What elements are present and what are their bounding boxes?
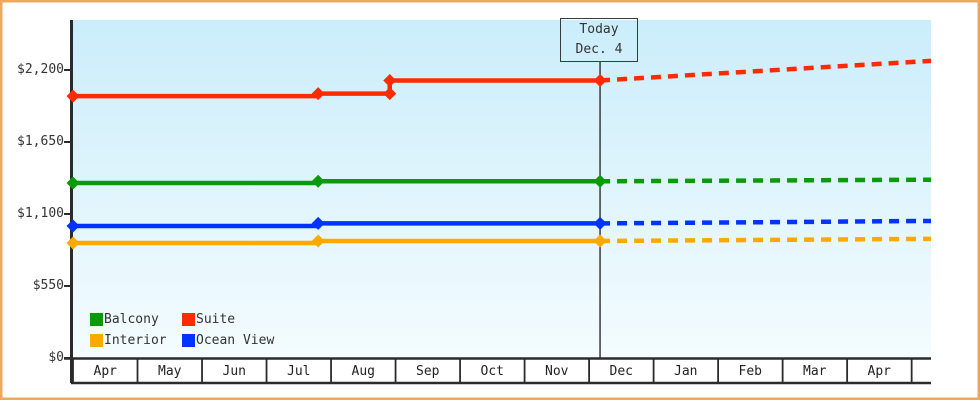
x-axis-month-label: Apr [93,363,117,379]
x-axis-month-strip: Apr May Jun Jul Aug Sep Oct Nov Dec Jan Feb Mar Apr [73,360,931,382]
legend: Balcony Suite Interior Ocean View [90,311,275,348]
series-forecast-line-suite [599,58,932,83]
series-forecast-line-ocean-view [600,218,932,226]
data-point-ocean-view[interactable] [593,216,607,230]
x-axis-month-label: Mar [803,363,827,379]
data-point-balcony[interactable] [66,176,80,190]
x-axis-month-label: Nov [545,363,569,379]
suite-swatch-icon [182,312,195,326]
x-axis-month-label: Jan [674,363,698,379]
legend-label: Balcony [104,311,159,327]
series-line-ocean-view [73,221,601,229]
ocean-view-swatch-icon [182,333,195,347]
data-point-suite[interactable] [311,87,325,101]
data-point-suite[interactable] [383,73,397,87]
x-axis-month-label: Sep [416,363,440,379]
balcony-swatch-icon [90,312,103,326]
x-axis-month-label: Apr [867,363,891,379]
series-forecast-line-balcony [600,177,932,184]
today-marker-box: Today Dec. 4 [560,18,638,62]
data-point-suite[interactable] [593,73,607,87]
legend-label: Suite [196,311,236,327]
series-line-interior [73,238,601,246]
today-date: Dec. 4 [575,42,623,57]
legend-label: Interior [104,332,167,348]
y-axis-label: $2,200 [17,62,64,77]
data-point-ocean-view[interactable] [66,219,80,233]
series-line-balcony [73,179,601,186]
x-axis-month-label: Jul [287,363,311,379]
data-point-balcony[interactable] [311,174,325,188]
legend-label: Ocean View [196,332,275,348]
series-forecast-line-interior [600,236,932,244]
y-axis-label: $0 [48,350,64,365]
data-point-ocean-view[interactable] [311,216,325,230]
x-axis-month-label: Aug [351,363,375,379]
legend-item-interior: Interior [90,332,182,348]
x-axis-month-label: Feb [738,363,762,379]
data-point-balcony[interactable] [593,174,607,188]
x-axis-month-label: Oct [480,363,504,379]
y-axis-label: $550 [32,278,64,293]
plot-area [73,20,931,358]
data-point-interior[interactable] [311,234,325,248]
legend-item-suite: Suite [182,311,274,327]
interior-swatch-icon [90,333,103,347]
series-line-suite [73,78,601,99]
y-axis-label: $1,100 [17,206,64,221]
today-label: Today [579,22,619,37]
data-point-suite[interactable] [383,87,397,101]
data-point-interior[interactable] [66,236,80,250]
y-axis-label: $1,650 [17,134,64,149]
data-point-interior[interactable] [593,234,607,248]
x-axis-month-label: Jun [222,363,246,379]
x-axis-month-label: May [158,363,182,379]
legend-item-balcony: Balcony [90,311,182,327]
data-point-suite[interactable] [66,89,80,103]
x-axis-month-label: Dec [609,363,633,379]
legend-item-ocean-view: Ocean View [182,332,275,348]
